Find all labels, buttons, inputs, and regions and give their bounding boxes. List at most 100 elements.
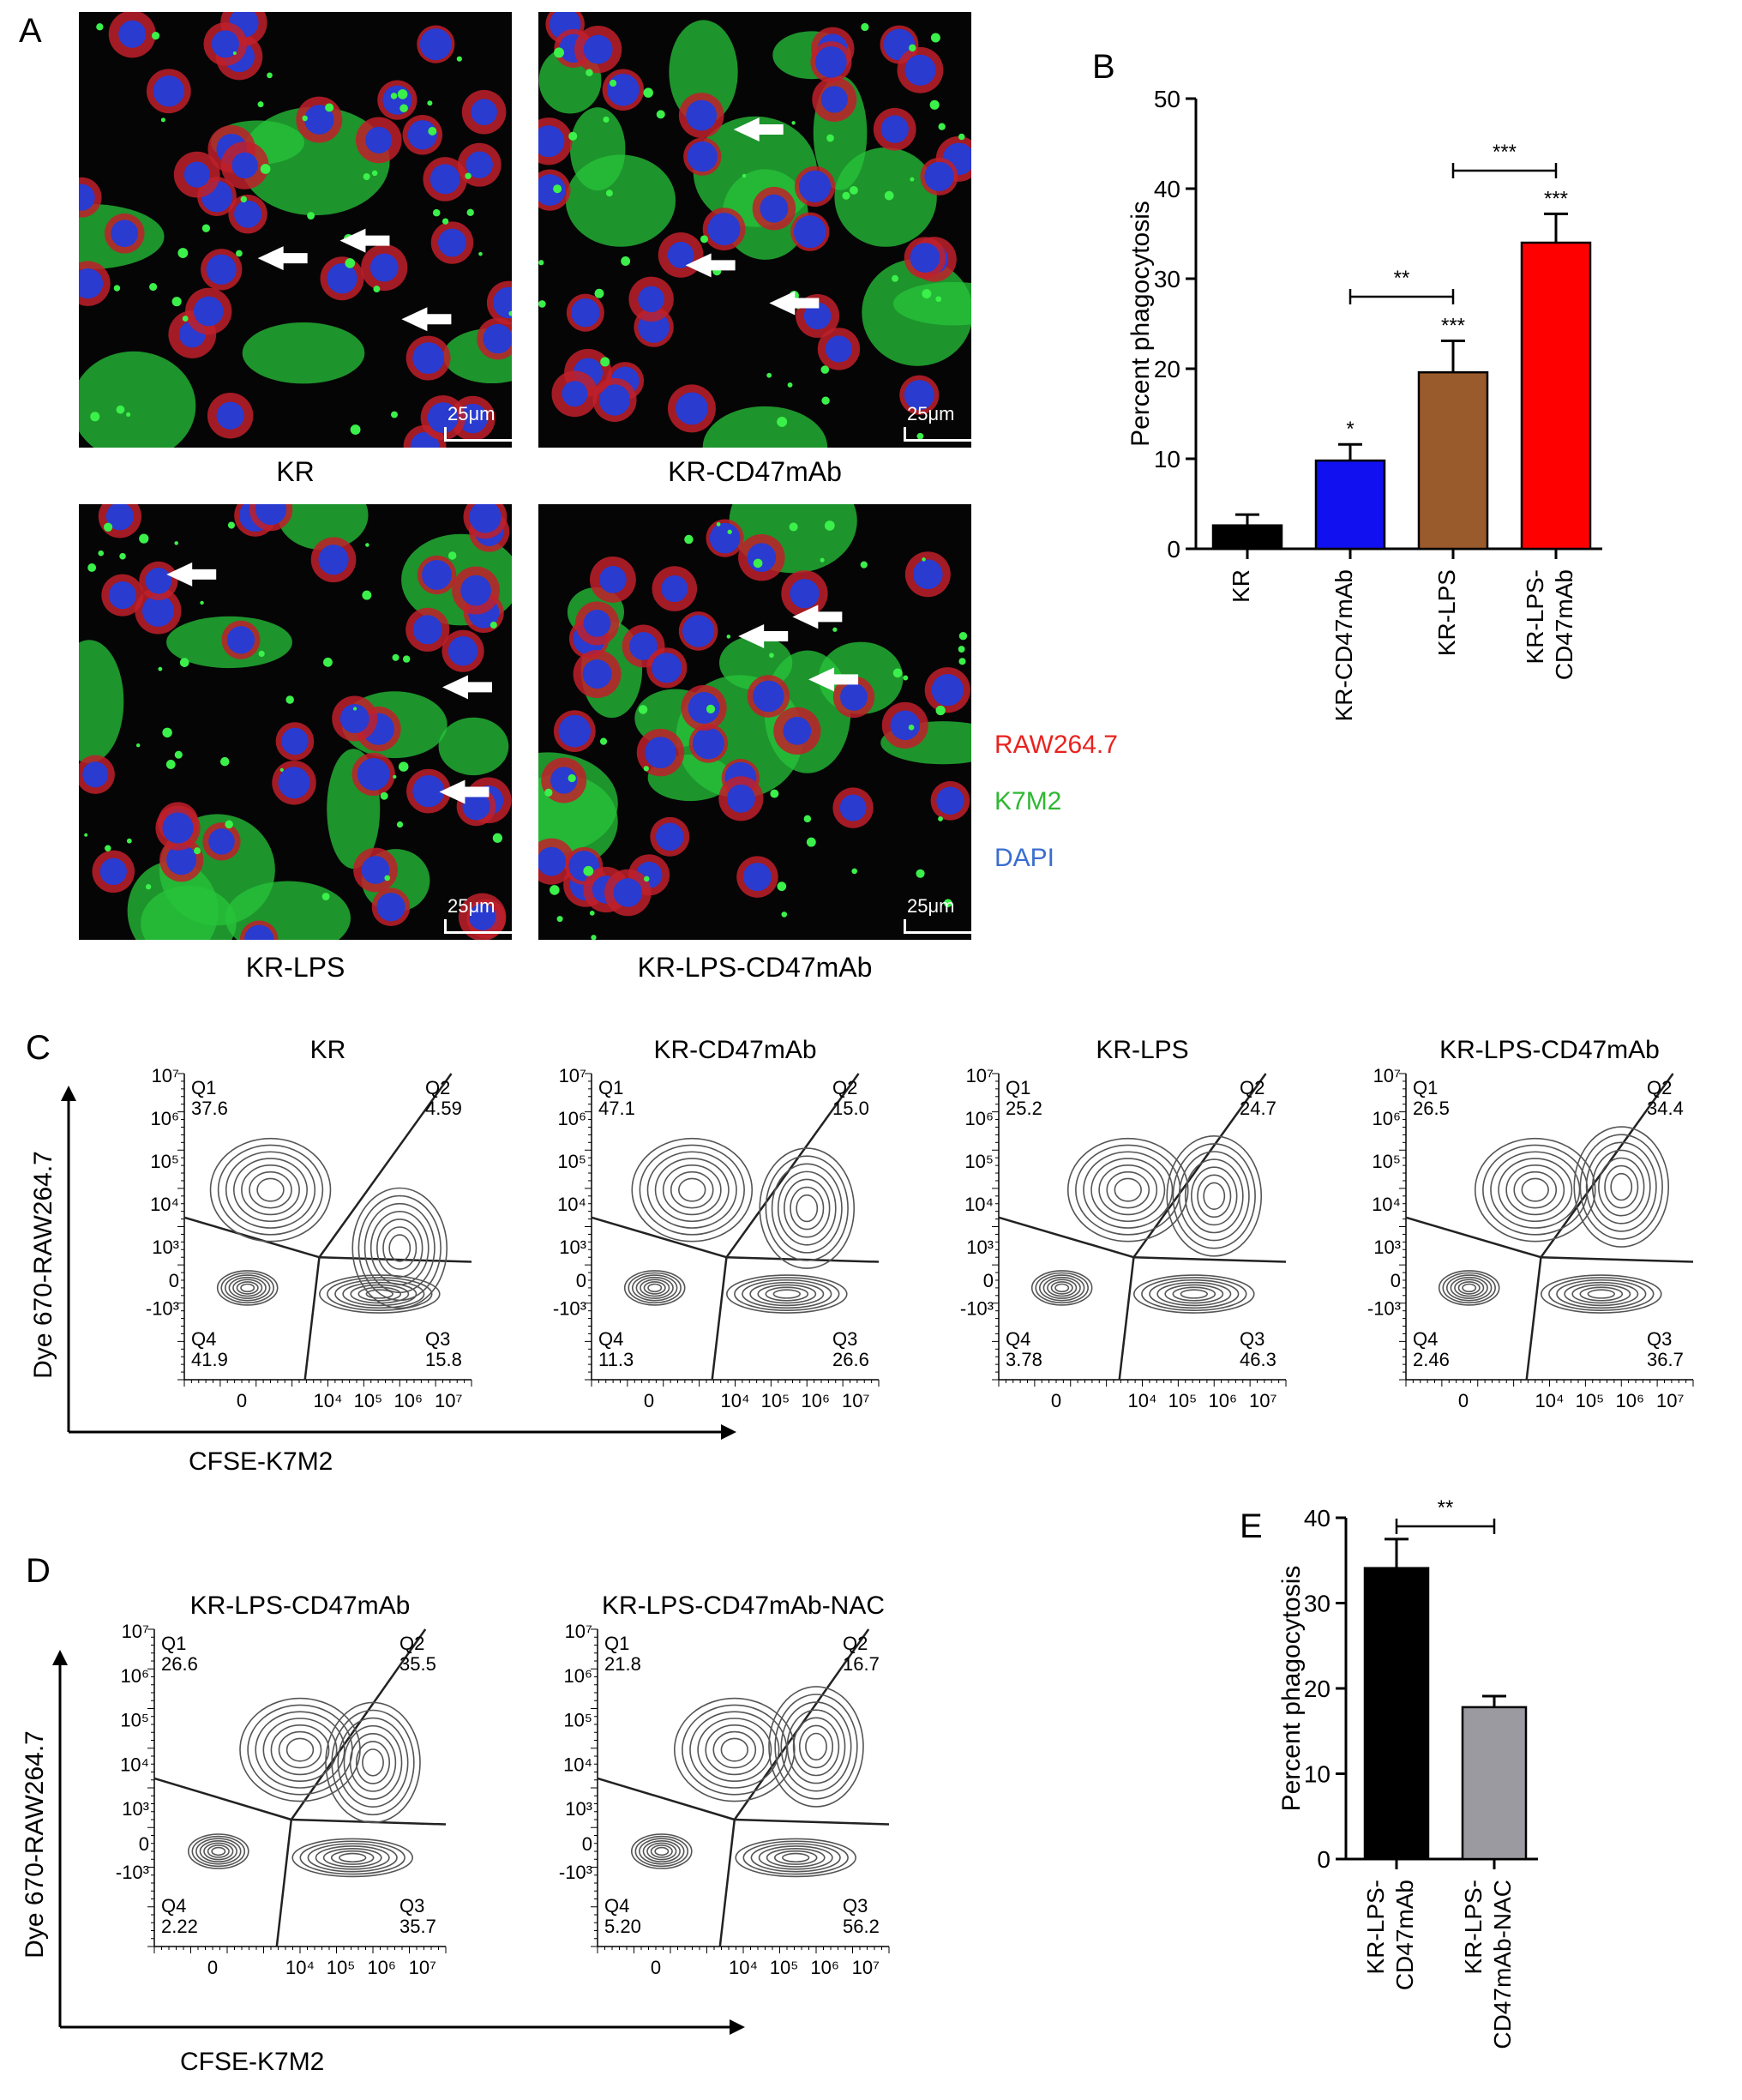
x-tick-label: 0	[651, 1957, 661, 1978]
panel-label-e: E	[1240, 1507, 1263, 1545]
contour-line	[654, 1158, 730, 1223]
k7m2-cell	[242, 322, 365, 384]
y-tick-label: 10³	[565, 1798, 592, 1820]
arrow-up-icon	[52, 1650, 68, 1665]
dapi-nucleus	[469, 504, 502, 533]
k7m2-debris	[90, 412, 100, 422]
contour-line	[1573, 1126, 1670, 1248]
k7m2-debris	[225, 820, 233, 829]
gate-line	[183, 1216, 320, 1259]
k7m2-debris	[777, 882, 787, 892]
k7m2-debris	[257, 101, 264, 108]
gate-line	[1132, 1073, 1267, 1258]
dapi-nucleus	[422, 560, 452, 590]
contour-line	[792, 1717, 840, 1777]
contour-line	[1054, 1283, 1070, 1293]
contour-line	[1445, 1274, 1493, 1302]
k7m2-debris	[583, 865, 594, 876]
dapi-nucleus	[538, 125, 565, 158]
k7m2-cell	[277, 504, 369, 551]
y-tick-label: 10⁴	[563, 1754, 592, 1775]
dapi-nucleus	[562, 381, 588, 407]
k7m2-debris	[958, 133, 965, 141]
contour-line	[216, 1270, 279, 1306]
dapi-nucleus	[924, 161, 954, 191]
micrograph-kr-lps-cd47mab	[538, 504, 971, 940]
x-tick-label: KR-LPS-	[1522, 569, 1548, 664]
k7m2-debris	[550, 885, 560, 895]
x-tick-label: 10⁴	[1535, 1390, 1565, 1411]
y-tick-label: 10⁷	[565, 1621, 592, 1642]
k7m2-debris	[910, 177, 915, 182]
significance-stars: ***	[1544, 187, 1568, 210]
contour-line	[1579, 1286, 1624, 1302]
k7m2-debris	[820, 557, 825, 563]
dapi-nucleus	[793, 215, 826, 249]
dapi-nucleus	[153, 75, 185, 107]
bar	[1314, 459, 1386, 551]
k7m2-debris	[492, 833, 502, 843]
contour-line	[734, 1277, 840, 1311]
dapi-nucleus	[583, 610, 611, 637]
dapi-nucleus	[327, 263, 357, 294]
k7m2-debris	[860, 561, 868, 569]
contour-line	[1564, 1281, 1639, 1307]
x-tick-label: 10⁶	[802, 1390, 831, 1411]
contour-line	[322, 1848, 382, 1868]
k7m2-debris	[605, 190, 613, 197]
y-tick-label: 10⁶	[120, 1665, 149, 1687]
k7m2-debris	[194, 847, 201, 855]
contour-line	[642, 1839, 681, 1862]
y-tick-label: 10⁶	[1372, 1108, 1401, 1129]
dapi-nucleus	[438, 228, 466, 257]
y-tick-label: 10⁷	[966, 1065, 994, 1086]
y-tick-label: 10⁴	[120, 1754, 149, 1775]
k7m2-debris	[589, 910, 595, 916]
k7m2-debris	[568, 131, 578, 141]
arrow-right-icon	[730, 2019, 745, 2035]
k7m2-debris	[380, 791, 388, 800]
contour-line	[1203, 1182, 1226, 1211]
contour-line	[1083, 1151, 1174, 1229]
x-tick-label: 10⁵	[1576, 1390, 1605, 1411]
contour-line	[720, 1737, 748, 1762]
y-tick-label: 50	[1154, 86, 1180, 112]
k7m2-debris	[362, 590, 372, 600]
contour-line	[1579, 1134, 1663, 1240]
y-tick-label: 0	[1391, 1270, 1401, 1291]
k7m2-debris	[935, 296, 942, 303]
dapi-nucleus	[583, 34, 613, 64]
q1-value: 26.5	[1413, 1098, 1450, 1119]
k7m2-debris	[770, 789, 779, 798]
image-caption: KR-LPS	[245, 952, 345, 983]
k7m2-debris	[345, 258, 356, 268]
plot-title: KR-CD47mAb	[653, 1036, 816, 1064]
k7m2-debris	[556, 916, 563, 923]
k7m2-debris	[842, 191, 850, 200]
k7m2-debris	[892, 668, 903, 678]
k7m2-debris	[568, 773, 576, 783]
contour-line	[249, 1170, 292, 1209]
k7m2-debris	[236, 250, 243, 257]
k7m2-debris	[465, 172, 472, 180]
legend-raw264: RAW264.7	[994, 731, 1118, 759]
dapi-nucleus	[686, 99, 718, 131]
contour-line	[774, 1694, 858, 1800]
y-tick-label: 10⁵	[563, 1710, 592, 1731]
contour-line	[355, 1741, 391, 1784]
gate-line	[591, 1216, 727, 1259]
contour-line	[217, 1144, 324, 1236]
k7m2-debris	[643, 876, 650, 882]
k7m2-debris	[892, 274, 899, 282]
contour-line	[209, 1137, 332, 1243]
contour-line	[1156, 1281, 1232, 1307]
k7m2-debris	[182, 316, 189, 322]
contour-line	[662, 1164, 722, 1216]
k7m2-debris	[916, 869, 925, 878]
dapi-nucleus	[462, 792, 490, 821]
y-tick-label: 10⁴	[1372, 1194, 1401, 1215]
y-tick-label: 10⁶	[557, 1108, 586, 1129]
q3-value: 35.7	[399, 1916, 436, 1937]
gate-line	[725, 1073, 860, 1258]
scale-bar	[444, 919, 514, 934]
